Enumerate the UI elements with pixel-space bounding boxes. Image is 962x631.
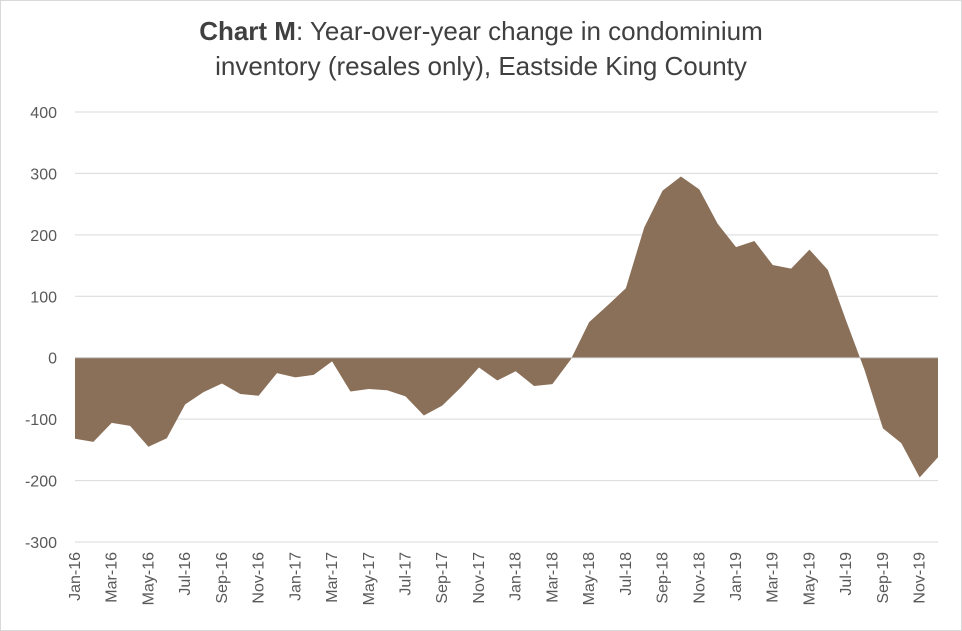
x-tick-label: Jan-17 (287, 552, 304, 601)
chart-title-rest: : Year-over-year change in condominium (295, 16, 763, 46)
x-tick-label: Mar-19 (765, 552, 782, 603)
x-tick-label: Sep-19 (875, 552, 892, 604)
x-tick-label: Nov-18 (691, 552, 708, 604)
chart-title: Chart M: Year-over-year change in condom… (0, 14, 962, 84)
x-tick-label: Nov-16 (251, 552, 268, 604)
x-tick-label: Mar-17 (324, 552, 341, 603)
chart-title-line-2: inventory (resales only), Eastside King … (215, 51, 747, 81)
x-tick-label: Nov-17 (471, 552, 488, 604)
chart-title-line-1: Chart M: Year-over-year change in condom… (0, 14, 962, 49)
chart-title-bold: Chart M (199, 16, 296, 46)
x-tick-label: May-19 (801, 552, 818, 605)
y-tick-label: 100 (30, 289, 57, 306)
y-tick-label: -100 (25, 412, 57, 429)
y-tick-label: 200 (30, 228, 57, 245)
gridlines (75, 111, 938, 543)
x-tick-label: Jul-19 (838, 552, 855, 596)
x-tick-label: May-17 (361, 552, 378, 605)
x-tick-label: May-18 (581, 552, 598, 605)
x-tick-label: Jan-16 (67, 552, 84, 601)
y-tick-label: 0 (48, 351, 57, 368)
x-tick-label: Sep-16 (214, 552, 231, 604)
x-tick-label: Sep-17 (434, 552, 451, 604)
series-area (75, 176, 938, 478)
y-tick-label: -300 (25, 535, 57, 552)
x-tick-label: Mar-18 (544, 552, 561, 603)
x-tick-label: Nov-19 (912, 552, 929, 604)
y-tick-label: 300 (30, 166, 57, 183)
x-axis: Jan-16 Mar-16 May-16 Jul-16 Sep-16 Nov-16 Jan-… (67, 357, 938, 605)
y-tick-label: -200 (25, 474, 57, 491)
y-axis: 400 300 200 100 0 -100 -200 -300 (25, 105, 57, 552)
x-tick-label: May-16 (140, 552, 157, 605)
y-tick-label: 400 (30, 105, 57, 122)
x-tick-label: Jan-18 (508, 552, 525, 601)
x-tick-label: Sep-18 (655, 552, 672, 604)
x-tick-label: Jul-18 (618, 552, 635, 596)
x-tick-label: Jul-17 (398, 552, 415, 596)
x-tick-label: Jan-19 (728, 552, 745, 601)
x-tick-label: Jul-16 (177, 552, 194, 596)
x-tick-label: Mar-16 (104, 552, 121, 603)
area-fill (75, 176, 938, 478)
